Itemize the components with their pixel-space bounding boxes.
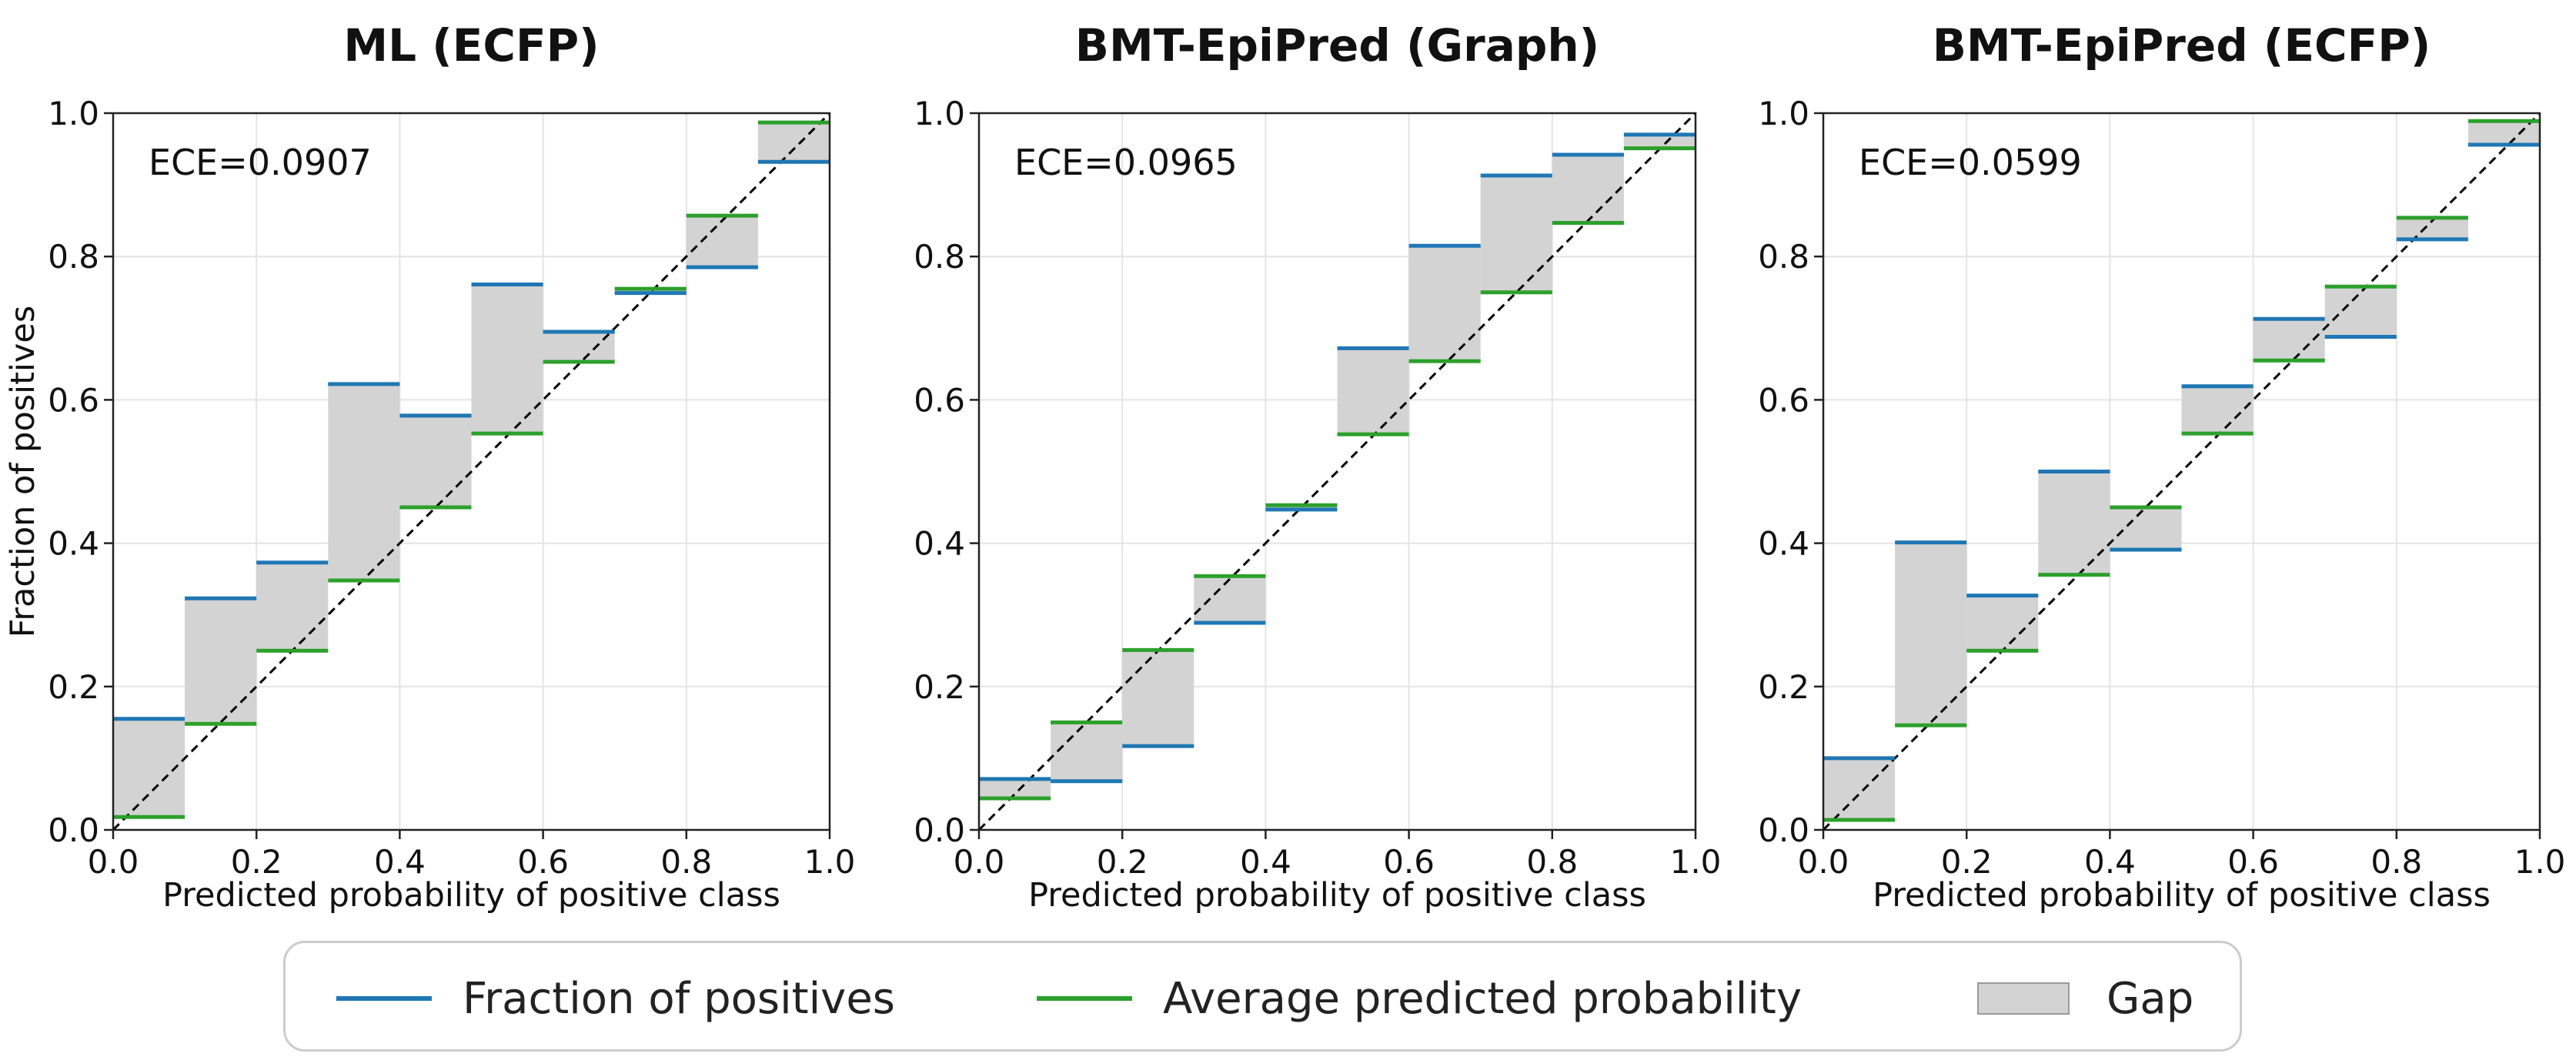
x-tick-label: 0.2 (231, 843, 282, 881)
gap-bar (1480, 175, 1552, 293)
y-tick-label: 1.0 (914, 95, 965, 132)
plot-frame (1822, 112, 2541, 831)
gap-bar (399, 415, 472, 508)
x-axis-label: Predicted probability of positive class (162, 876, 780, 915)
y-tick-label: 0.8 (914, 238, 965, 276)
panel-2: 0.0 0.2 0.4 0.6 0.8 1.0 0.0 0.2 0.4 0.6 0.8 1.0 BMT-… (914, 19, 1721, 915)
legend-label-fraction: Fraction of positives (463, 973, 895, 1024)
gap-bar (1122, 650, 1194, 747)
gap-bar (328, 383, 400, 581)
gap-bar (1051, 722, 1123, 781)
y-tick-label: 1.0 (1758, 95, 1809, 132)
perfect-calibration-line (977, 112, 1697, 831)
gap-bar (256, 562, 329, 651)
x-tick-label: 1.0 (804, 843, 856, 881)
legend-swatch-fraction (336, 996, 432, 1001)
x-tick-label: 0.6 (1383, 843, 1435, 881)
y-axis-label: Fraction of positives (4, 306, 42, 638)
y-tick-label: 0.6 (48, 381, 99, 419)
gap-bar (2324, 286, 2397, 337)
legend-item-fraction: Fraction of positives (336, 943, 895, 1054)
plot-frame (977, 112, 1697, 831)
x-tick-label: 0.2 (1097, 843, 1148, 881)
y-tick-label: 0.4 (48, 525, 99, 563)
gap-bar (1895, 542, 1967, 726)
y-tick-label: 0.0 (1758, 811, 1809, 849)
x-tick-label: 0.4 (1240, 843, 1291, 881)
y-tick-label: 0.0 (914, 811, 965, 849)
x-tick-label: 0.4 (2084, 843, 2136, 881)
perfect-calibration-line (112, 112, 831, 831)
x-axis-label: Predicted probability of positive class (1873, 876, 2491, 915)
y-tick-label: 0.4 (914, 525, 965, 563)
x-tick-label: 0.8 (1526, 843, 1578, 881)
gap-bar (543, 331, 615, 363)
gap-bar (1966, 595, 2039, 651)
gap-bar (686, 216, 758, 268)
x-tick-label: 0.0 (1798, 843, 1849, 881)
gap-bar (1623, 134, 1696, 149)
x-tick-label: 0.0 (88, 843, 139, 881)
legend-swatch-gap (1977, 982, 2070, 1015)
gap-bar (471, 284, 543, 434)
gap-bar (1337, 348, 1409, 435)
gap-bar (614, 289, 687, 293)
gap-bar (1265, 505, 1338, 510)
legend-item-average: Average predicted probability (1037, 943, 1802, 1054)
x-tick-label: 0.0 (954, 843, 1005, 881)
y-tick-label: 0.8 (48, 238, 99, 276)
chart-title: BMT-EpiPred (ECFP) (1933, 19, 2431, 72)
legend-label-average: Average predicted probability (1163, 973, 1802, 1024)
gap-bar (2110, 507, 2182, 550)
ece-annotation: ECE=0.0907 (149, 142, 372, 183)
gap-bar (2467, 121, 2540, 145)
gap-bar (2181, 386, 2254, 434)
ece-annotation: ECE=0.0965 (1014, 142, 1238, 183)
y-tick-label: 0.6 (914, 381, 965, 419)
gap-bar (2038, 471, 2110, 575)
y-tick-label: 0.8 (1758, 238, 1809, 276)
ece-annotation: ECE=0.0599 (1859, 142, 2082, 183)
plot-frame (112, 112, 831, 831)
legend-swatch-average (1037, 996, 1132, 1001)
y-tick-label: 0.2 (914, 668, 965, 706)
x-tick-label: 0.2 (1941, 843, 1993, 881)
perfect-calibration-line (1822, 112, 2541, 831)
y-tick-label: 0.0 (48, 811, 99, 849)
gap-bar (757, 122, 830, 162)
legend-item-gap: Gap (1977, 943, 2193, 1054)
y-tick-label: 0.4 (1758, 525, 1809, 563)
x-tick-label: 0.6 (2227, 843, 2279, 881)
x-tick-label: 0.6 (517, 843, 569, 881)
panel-1: 0.0 0.2 0.4 0.6 0.8 1.0 0.0 0.2 0.4 0.6 0.8 1.0 ML (… (4, 19, 855, 915)
gap-bar (1823, 758, 1896, 820)
x-axis-label: Predicted probability of positive class (1028, 876, 1646, 915)
y-tick-label: 0.6 (1758, 381, 1809, 419)
gap-bar (185, 598, 257, 724)
y-tick-label: 1.0 (48, 95, 99, 132)
chart-title: ML (ECFP) (343, 19, 599, 72)
x-tick-label: 1.0 (2514, 843, 2566, 881)
legend-label-gap: Gap (2107, 973, 2194, 1024)
gap-bar (1194, 576, 1266, 623)
panel-3: 0.0 0.2 0.4 0.6 0.8 1.0 0.0 0.2 0.4 0.6 0.8 1.0 BMT-… (1758, 19, 2565, 915)
x-tick-label: 0.8 (660, 843, 712, 881)
gap-bar (1552, 154, 1624, 223)
gap-bar (113, 718, 185, 818)
x-tick-label: 0.8 (2371, 843, 2422, 881)
legend: Fraction of positives Average predicted … (283, 941, 2242, 1052)
chart-title: BMT-EpiPred (Graph) (1075, 19, 1599, 72)
y-tick-label: 0.2 (48, 668, 99, 706)
gap-bar (1408, 246, 1481, 362)
x-tick-label: 1.0 (1670, 843, 1722, 881)
y-tick-label: 0.2 (1758, 668, 1809, 706)
x-tick-label: 0.4 (374, 843, 426, 881)
